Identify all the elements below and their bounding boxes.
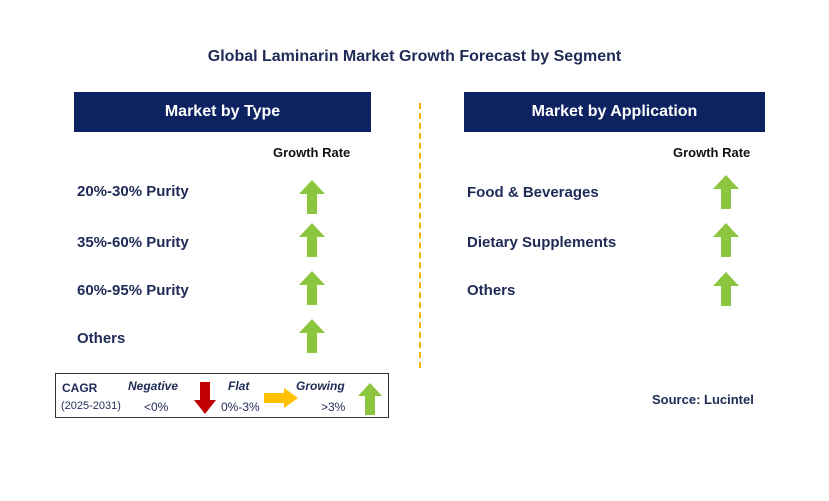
up-arrow-icon (358, 383, 382, 415)
right-growth-rate-label: Growth Rate (673, 145, 751, 160)
left-row-label: 60%-95% Purity (77, 282, 189, 299)
legend-flat-label: Flat (228, 379, 250, 393)
up-arrow-icon (299, 180, 325, 214)
up-arrow-icon (713, 175, 739, 209)
left-row-label: Others (77, 330, 126, 347)
legend-negative-label: Negative (128, 379, 179, 393)
legend-flat-range: 0%-3% (221, 400, 260, 414)
up-arrow-icon (713, 223, 739, 257)
up-arrow-icon (299, 223, 325, 257)
right-arrow-icon (264, 388, 298, 408)
left-row-label: 35%-60% Purity (77, 234, 189, 251)
legend-period: (2025-2031) (61, 400, 121, 412)
left-panel-header: Market by Type (74, 92, 371, 132)
legend-growing-label: Growing (296, 379, 345, 393)
left-row-label: 20%-30% Purity (77, 183, 189, 200)
legend-growing-range: >3% (321, 400, 346, 414)
up-arrow-icon (299, 319, 325, 353)
right-row-label: Food & Beverages (467, 184, 599, 201)
left-growth-rate-label: Growth Rate (273, 145, 351, 160)
legend-negative-range: <0% (144, 400, 169, 414)
up-arrow-icon (299, 271, 325, 305)
right-row-label: Dietary Supplements (467, 234, 617, 251)
page-title: Global Laminarin Market Growth Forecast … (207, 48, 622, 65)
right-row-label: Others (467, 282, 516, 299)
source-label: Source: Lucintel (652, 392, 754, 407)
panel-divider (419, 103, 421, 368)
down-arrow-icon (194, 382, 216, 414)
cagr-legend: CAGR (2025-2031) Negative <0% Flat 0%-3%… (55, 373, 389, 418)
right-panel-header: Market by Application (464, 92, 765, 132)
legend-cagr-label: CAGR (62, 381, 98, 395)
up-arrow-icon (713, 272, 739, 306)
